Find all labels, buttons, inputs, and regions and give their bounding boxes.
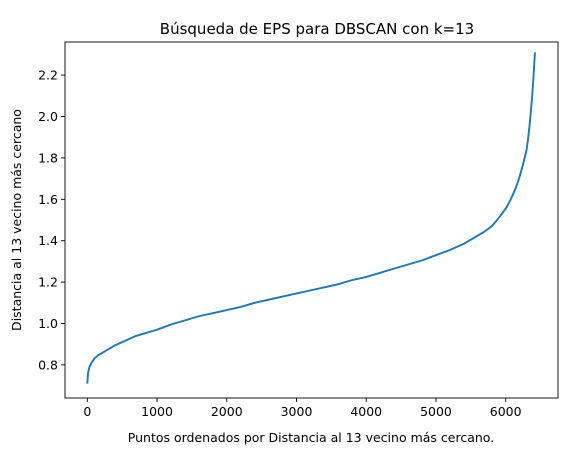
y-tick-label: 1.8 <box>38 150 58 165</box>
y-axis-label: Distancia al 13 vecino más cercano <box>9 109 24 331</box>
x-tick-label: 6000 <box>490 404 522 419</box>
y-tick-label: 1.6 <box>38 192 58 207</box>
x-tick-label: 5000 <box>420 404 452 419</box>
chart-title: Búsqueda de EPS para DBSCAN con k=13 <box>160 20 474 38</box>
y-tick-label: 1.4 <box>38 233 58 248</box>
x-tick-label: 2000 <box>211 404 243 419</box>
y-tick-label: 0.8 <box>38 357 58 372</box>
plot-area <box>86 52 536 384</box>
x-tick-label: 1000 <box>141 404 173 419</box>
series-line <box>86 52 536 384</box>
x-tick-label: 3000 <box>281 404 313 419</box>
y-tick-label: 2.0 <box>38 109 58 124</box>
x-tick-label: 0 <box>83 404 91 419</box>
plot-frame <box>64 41 559 399</box>
x-axis-label: Puntos ordenados por Distancia al 13 vec… <box>128 430 494 445</box>
y-tick-label: 1.0 <box>38 316 58 331</box>
y-tick-label: 2.2 <box>38 68 58 83</box>
x-tick-label: 4000 <box>350 404 382 419</box>
y-tick-label: 1.2 <box>38 275 58 290</box>
